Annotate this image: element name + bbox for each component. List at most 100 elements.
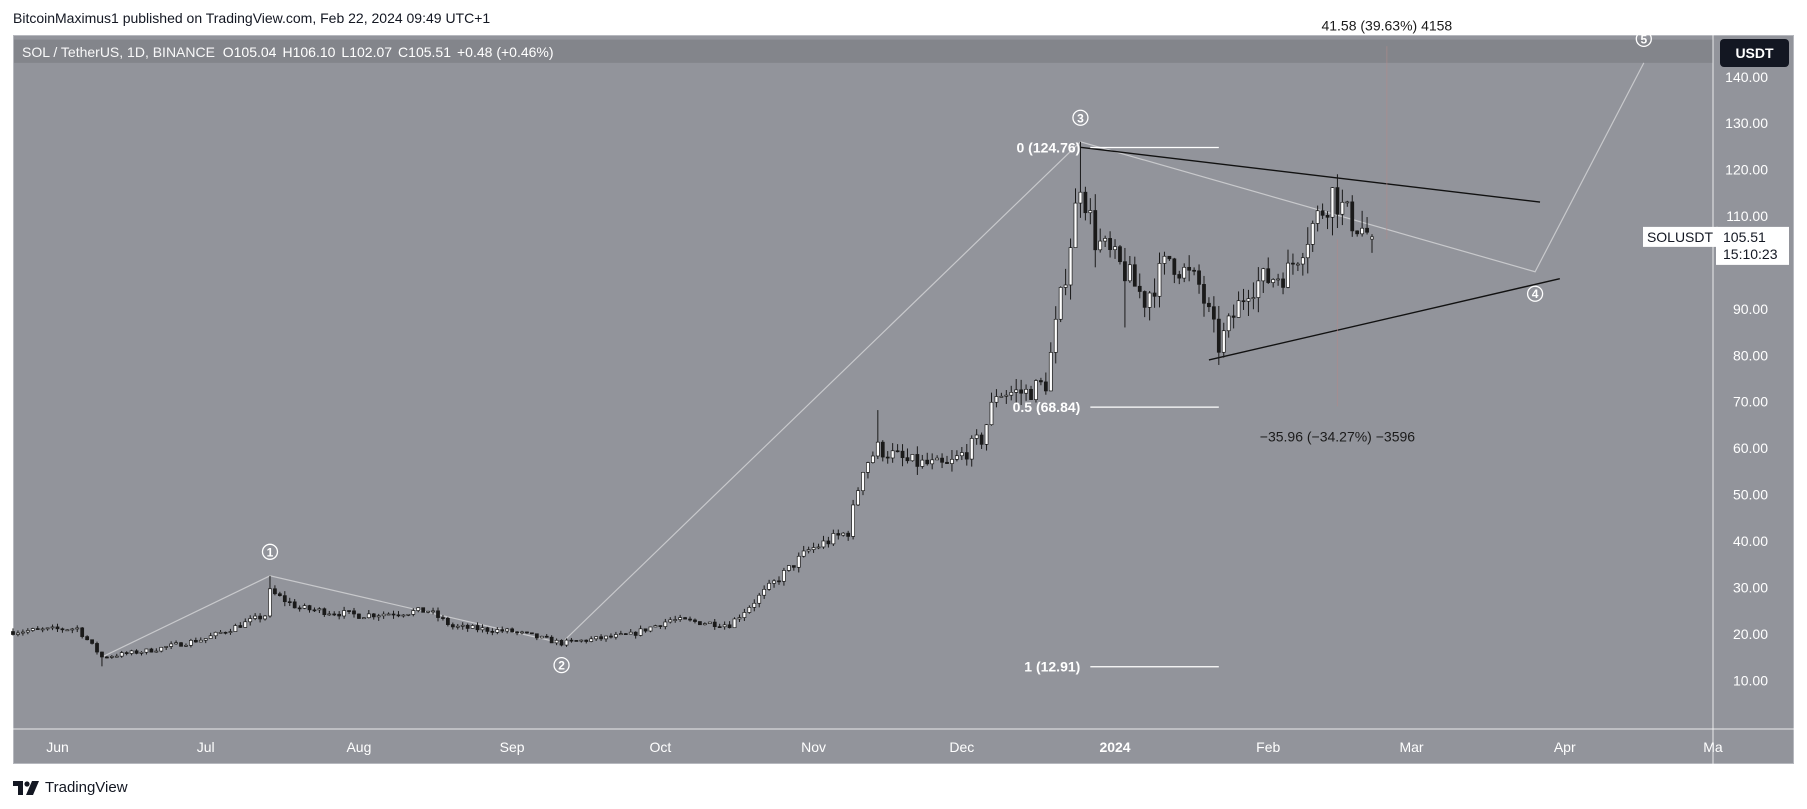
candle-body	[1024, 388, 1028, 394]
candle-body	[1236, 300, 1241, 318]
candle-body	[974, 434, 979, 439]
candle-body	[396, 614, 401, 617]
candle-body	[1177, 274, 1182, 279]
candle-body	[109, 656, 114, 658]
candle-body	[693, 619, 697, 622]
symbol-tag-box	[1643, 226, 1718, 247]
candle-body	[1118, 246, 1122, 263]
candle-body	[1034, 380, 1038, 400]
candle-body	[915, 454, 920, 467]
candle-body	[1147, 292, 1152, 308]
candle-body	[376, 615, 381, 618]
candle-body	[599, 636, 603, 640]
candle-body	[253, 615, 258, 619]
candle-body	[861, 472, 865, 492]
candle-body	[831, 533, 836, 545]
y-tick-label: 40.00	[1733, 533, 1768, 549]
candle-body	[1246, 298, 1251, 302]
candle-body	[757, 594, 762, 604]
candle-body	[25, 630, 30, 633]
candle-body	[1315, 210, 1320, 224]
candle-body	[520, 631, 524, 634]
candle-body	[1330, 187, 1335, 218]
candle-body	[1132, 264, 1137, 287]
candle-body	[816, 546, 821, 549]
resistance-zone	[14, 39, 1713, 63]
candle-body	[979, 434, 984, 445]
candle-body	[1256, 280, 1261, 298]
candle-body	[984, 424, 989, 445]
candle-body	[505, 628, 510, 632]
candle-body	[663, 621, 668, 627]
candle-body	[1009, 392, 1014, 396]
candle-body	[871, 455, 875, 463]
candle-body	[564, 639, 569, 646]
x-tick-label: Dec	[949, 739, 974, 755]
candle-body	[1370, 236, 1374, 240]
candles-layer	[11, 141, 1374, 667]
triangle-support-line	[1208, 278, 1560, 361]
candle-body	[569, 639, 574, 642]
candle-body	[1093, 210, 1098, 251]
symbol-tag-label: SOLUSDT	[1647, 229, 1714, 245]
candle-body	[801, 550, 806, 557]
x-tick-label: Aug	[346, 739, 371, 755]
candle-body	[1039, 380, 1043, 383]
candle-body	[1192, 269, 1196, 272]
candle-body	[357, 613, 361, 619]
symbol-title: SOL / TetherUS, 1D, BINANCE	[22, 44, 215, 60]
candle-body	[1251, 297, 1256, 299]
x-tick-label: Apr	[1554, 739, 1576, 755]
candle-body	[297, 607, 302, 610]
measure-label: −35.96 (−34.27%) −3596	[1260, 429, 1416, 445]
measure-label: 41.58 (39.63%) 4158	[1321, 18, 1452, 34]
candle-body	[1207, 302, 1211, 308]
candle-body	[16, 632, 20, 635]
candle-body	[174, 642, 178, 645]
candle-body	[1108, 238, 1112, 251]
candle-body	[1053, 318, 1058, 353]
candle-body	[352, 610, 356, 615]
candle-body	[707, 621, 712, 624]
candle-body	[806, 549, 811, 552]
elliott-wave-path	[101, 62, 1645, 658]
candle-body	[312, 609, 317, 612]
candle-body	[559, 639, 564, 646]
candle-body	[594, 636, 599, 640]
candle-body	[1310, 223, 1315, 245]
candle-body	[243, 621, 248, 628]
candle-body	[455, 625, 460, 628]
candle-body	[60, 628, 65, 631]
candle-body	[213, 631, 218, 637]
candle-body	[1137, 285, 1142, 292]
candle-body	[90, 639, 94, 644]
candle-body	[777, 580, 781, 583]
candle-body	[1078, 191, 1083, 204]
chart-panel[interactable]	[13, 35, 1794, 764]
candle-body	[114, 655, 119, 658]
open-value: 105.04	[233, 44, 277, 60]
tradingview-logo-icon	[13, 780, 39, 795]
candle-body	[361, 617, 366, 620]
fib-level-label: 1 (12.91)	[1024, 659, 1080, 675]
candle-body	[124, 652, 129, 654]
tradingview-footer[interactable]: TradingView	[13, 779, 128, 796]
candle-body	[149, 648, 154, 653]
y-tick-label: 60.00	[1733, 440, 1768, 456]
candle-body	[1113, 246, 1117, 251]
candle-body	[465, 624, 470, 629]
wave-marker-circle	[553, 656, 570, 674]
candle-body	[189, 640, 193, 646]
price-tag-value: 105.51	[1723, 229, 1766, 245]
candle-body	[841, 532, 846, 536]
candle-body	[856, 490, 860, 506]
candle-body	[233, 625, 238, 632]
candle-body	[35, 628, 40, 630]
candle-body	[50, 626, 55, 629]
currency-button[interactable]: USDT	[1720, 39, 1789, 67]
candle-body	[752, 602, 757, 608]
candle-body	[391, 613, 396, 616]
fib-level-label: 0 (124.76)	[1016, 140, 1080, 156]
candle-body	[218, 631, 223, 634]
